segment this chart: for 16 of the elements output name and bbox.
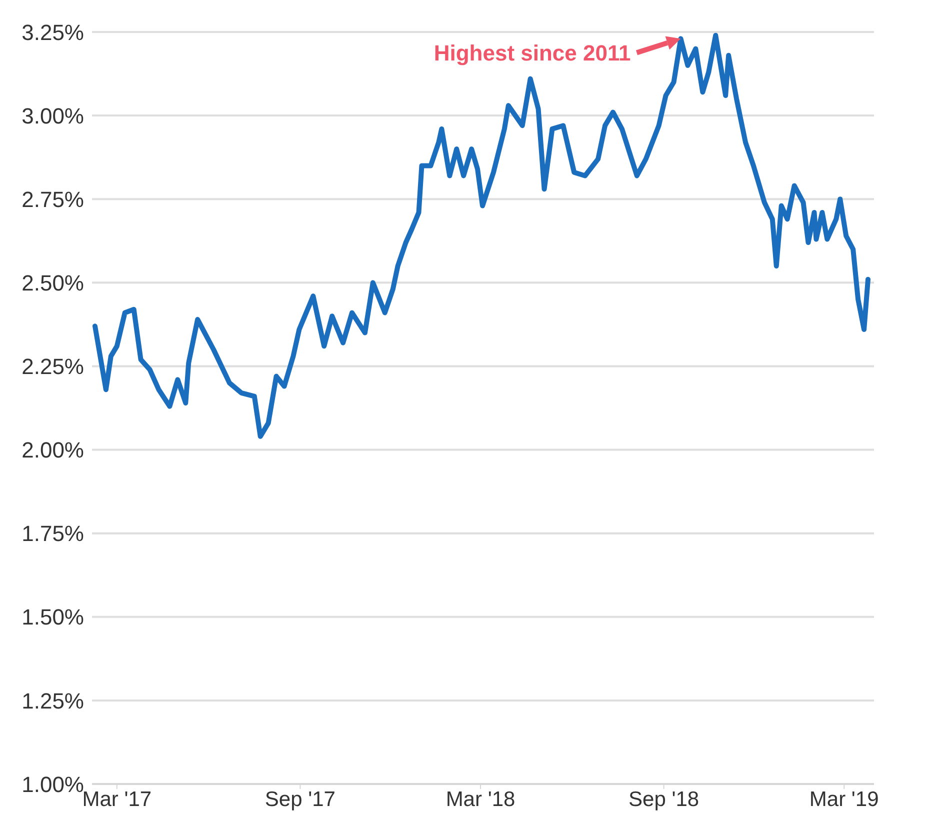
- y-tick-label: 2.50%: [22, 270, 84, 296]
- y-tick-label: 1.75%: [22, 521, 84, 546]
- y-tick-label: 2.00%: [22, 438, 84, 463]
- x-tick-label: Mar '18: [446, 788, 516, 811]
- y-tick-label: 1.00%: [22, 772, 84, 797]
- x-tick-label: Sep '17: [264, 788, 336, 811]
- y-tick-label: 1.50%: [22, 604, 84, 630]
- y-tick-label: 2.25%: [22, 354, 84, 380]
- annotation: Highest since 2011: [434, 40, 631, 66]
- x-tick-label: Sep '18: [628, 788, 700, 811]
- y-tick-label: 2.75%: [22, 186, 84, 212]
- y-tick-label: 1.25%: [22, 688, 84, 714]
- y-tick-label: 3.25%: [22, 20, 84, 45]
- y-tick-label: 3.00%: [22, 103, 84, 128]
- x-tick-label: Mar '17: [82, 788, 152, 811]
- x-tick-label: Mar '19: [809, 788, 879, 811]
